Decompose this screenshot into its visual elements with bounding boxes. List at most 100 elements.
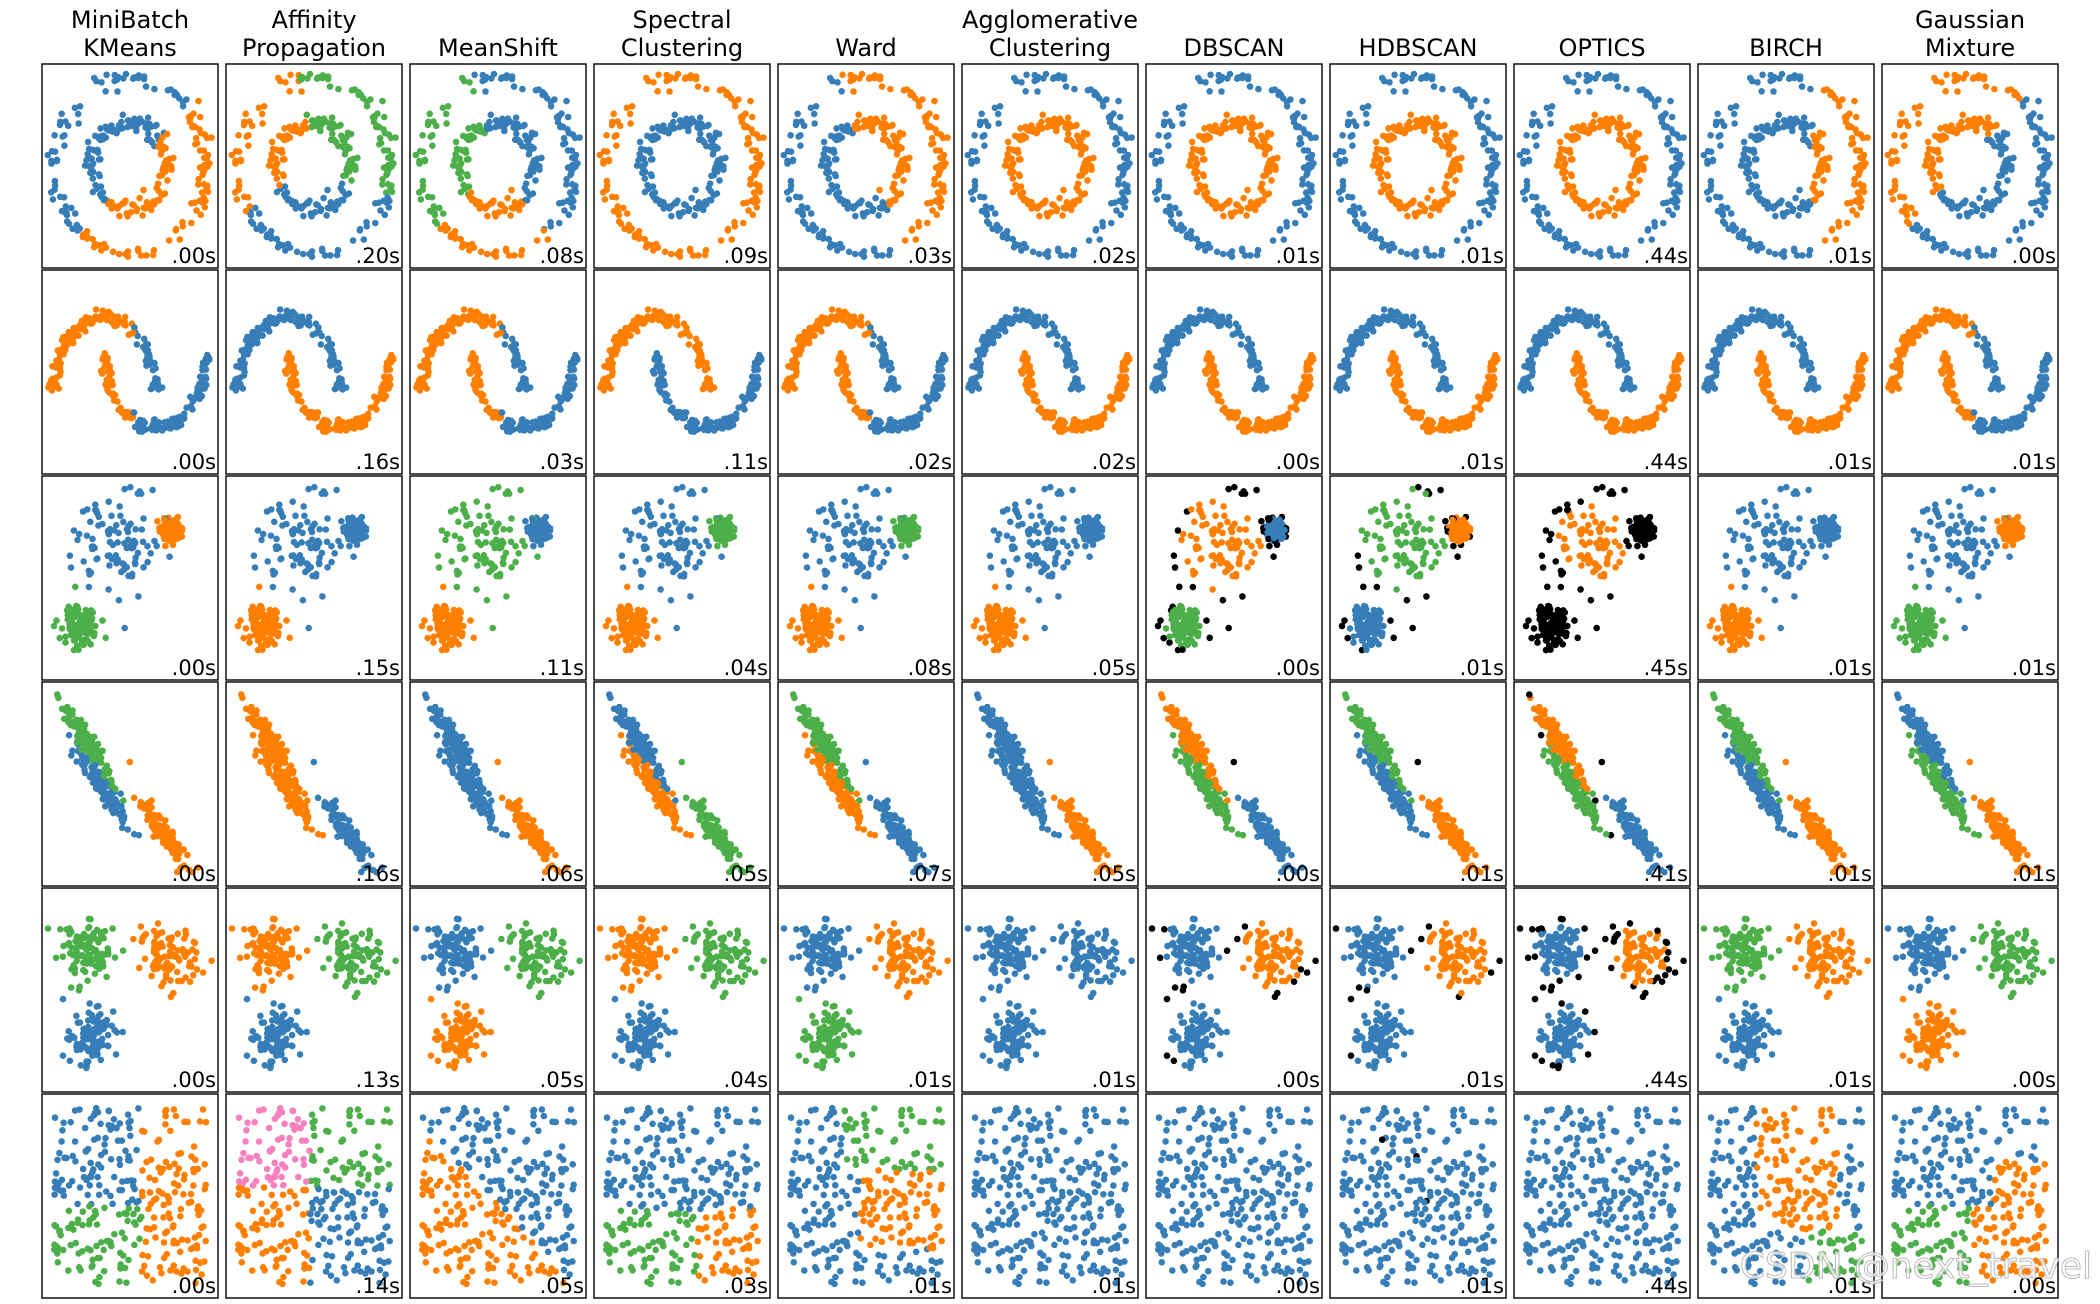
point	[994, 110, 1002, 118]
point	[1165, 142, 1172, 149]
point	[1575, 71, 1582, 79]
point	[143, 252, 150, 259]
point	[876, 186, 883, 194]
point	[1378, 243, 1386, 251]
point	[1463, 95, 1471, 102]
point	[1525, 157, 1533, 165]
point	[1949, 128, 1956, 135]
point	[891, 386, 898, 393]
point	[478, 313, 485, 321]
point	[1290, 118, 1298, 126]
point	[491, 210, 499, 217]
point	[1552, 231, 1559, 238]
scatter-panel	[597, 306, 765, 436]
point	[1798, 83, 1806, 90]
point	[536, 166, 543, 173]
point	[143, 362, 150, 370]
point	[1244, 204, 1252, 212]
point	[1891, 132, 1898, 139]
point	[1523, 132, 1530, 139]
point	[979, 133, 986, 140]
point	[1115, 97, 1122, 105]
point	[668, 202, 675, 210]
point	[516, 426, 524, 434]
point	[827, 132, 835, 140]
point	[1742, 163, 1749, 170]
point	[248, 122, 256, 130]
point	[654, 380, 662, 388]
point	[1753, 136, 1760, 144]
point	[572, 182, 579, 189]
point	[932, 126, 939, 133]
point	[1202, 79, 1209, 86]
point	[299, 73, 306, 81]
point	[692, 186, 699, 194]
point	[1927, 169, 1934, 177]
scatter-panel	[228, 70, 399, 260]
point	[834, 247, 841, 254]
point	[459, 132, 467, 140]
point	[424, 193, 432, 201]
point	[783, 189, 791, 196]
point	[603, 132, 610, 139]
point	[1991, 85, 1998, 93]
point	[724, 227, 732, 234]
point	[641, 146, 649, 154]
point	[203, 381, 210, 389]
point	[1377, 188, 1385, 196]
point	[738, 118, 746, 126]
point	[103, 357, 110, 365]
point	[533, 237, 541, 244]
point	[62, 346, 69, 354]
point	[1587, 250, 1595, 258]
point	[74, 110, 82, 118]
point	[324, 204, 332, 212]
point	[870, 421, 878, 429]
point	[2023, 96, 2030, 103]
point	[495, 122, 503, 130]
point	[1824, 166, 1831, 173]
point	[1606, 118, 1614, 126]
point	[1844, 219, 1851, 227]
point	[84, 155, 91, 163]
point	[323, 212, 330, 219]
point	[1670, 163, 1678, 171]
point	[1432, 114, 1440, 121]
point	[161, 190, 169, 197]
point	[350, 422, 358, 430]
point	[851, 250, 859, 258]
point	[90, 243, 98, 251]
point	[483, 73, 490, 81]
point	[59, 133, 66, 140]
scatter-panel	[596, 70, 767, 260]
point	[794, 110, 801, 118]
point	[654, 88, 661, 95]
point	[1116, 147, 1124, 154]
point	[931, 384, 938, 391]
point	[695, 362, 702, 370]
point	[196, 126, 203, 133]
point	[511, 341, 518, 349]
point	[1989, 251, 1997, 259]
point	[306, 413, 314, 420]
point	[661, 128, 668, 135]
point	[484, 125, 491, 133]
point	[1062, 83, 1070, 90]
point	[1344, 193, 1352, 201]
point	[981, 142, 988, 149]
point	[709, 138, 716, 146]
point	[1308, 188, 1316, 196]
point	[1383, 171, 1391, 178]
point	[1437, 251, 1445, 259]
point	[140, 204, 148, 212]
column-title: Spectral	[632, 6, 731, 34]
point	[1911, 210, 1919, 217]
point	[1976, 194, 1983, 202]
point	[755, 155, 762, 162]
point	[1118, 198, 1126, 206]
point	[1303, 170, 1311, 177]
point	[424, 372, 432, 379]
point	[52, 380, 59, 387]
point	[380, 147, 388, 154]
